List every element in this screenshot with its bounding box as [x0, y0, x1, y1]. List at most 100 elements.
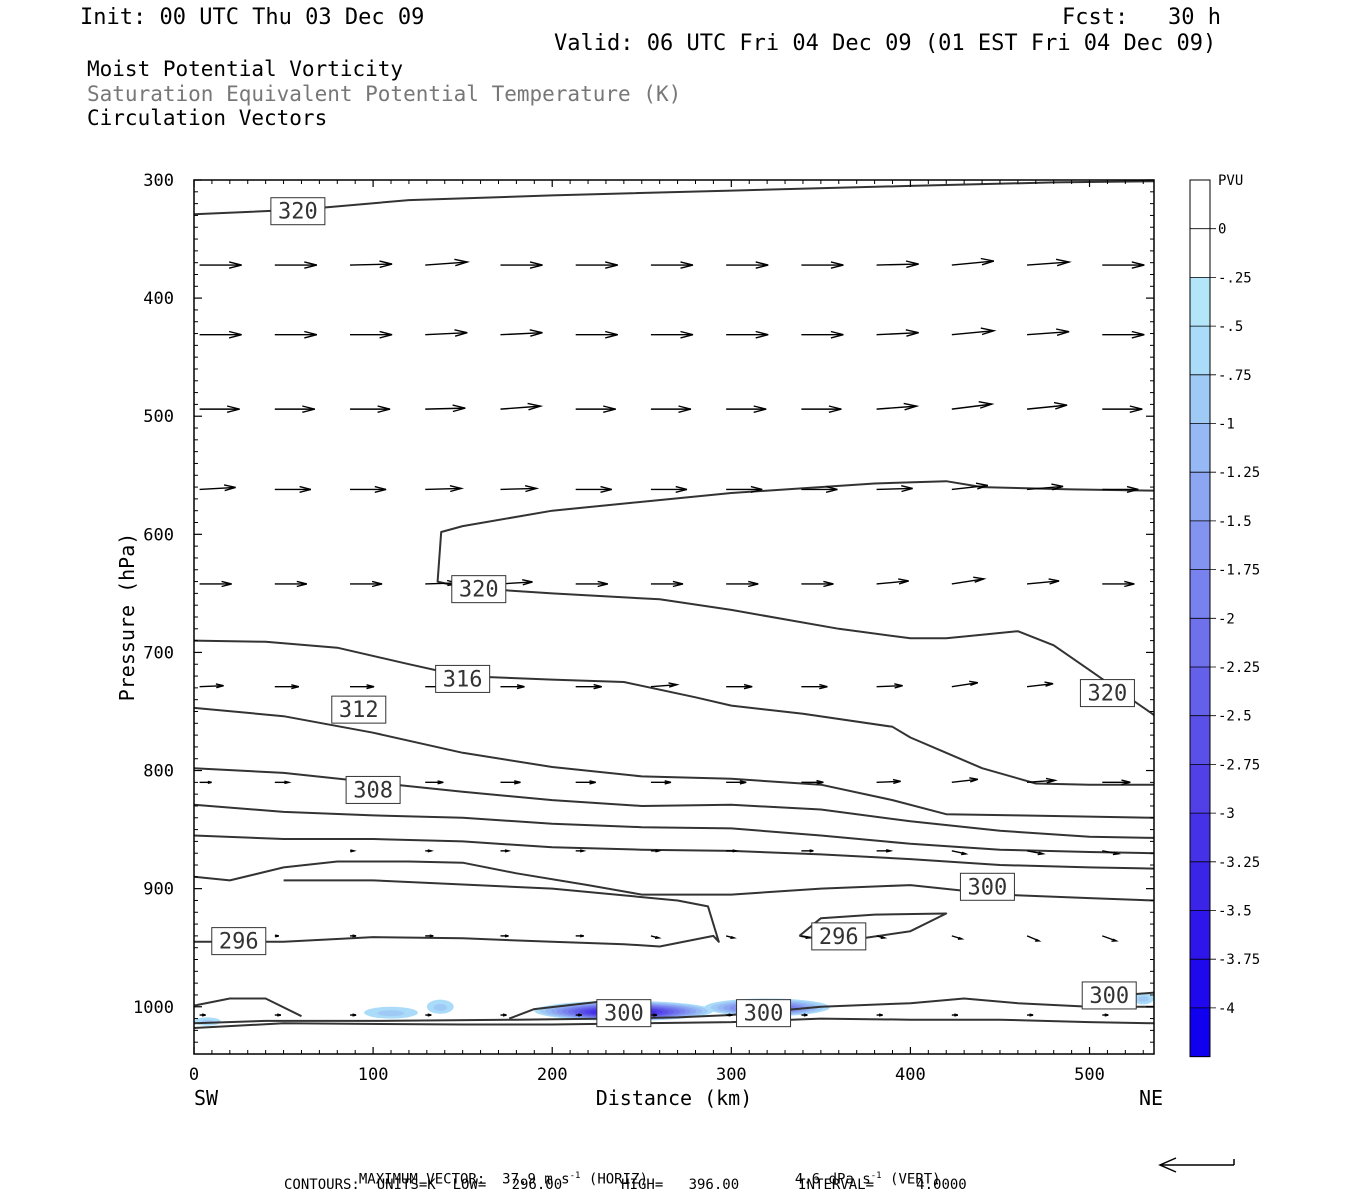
- x-tick-label: 500: [1074, 1065, 1105, 1085]
- colorbar-swatch: [1190, 326, 1210, 376]
- x-end-left: SW: [194, 1086, 219, 1110]
- y-tick-label: 300: [143, 171, 174, 191]
- y-tick-label: 1000: [133, 998, 174, 1018]
- contour-label-box: [736, 999, 792, 1028]
- circulation-vector: [650, 485, 688, 493]
- theta-es-contour: [193, 1017, 1155, 1029]
- contour-label: 296: [819, 925, 859, 950]
- circulation-vector: [274, 330, 317, 339]
- circulation-vector: [500, 1013, 507, 1017]
- circulation-vector: [274, 934, 279, 938]
- circulation-vector: [1102, 850, 1122, 856]
- max-horiz-kind: (HORIZ): [588, 1171, 648, 1188]
- colorbar-label: -.5: [1218, 319, 1243, 335]
- colorbar-swatch: [1190, 813, 1210, 863]
- circulation-vector: [725, 935, 737, 939]
- y-tick-label: 900: [143, 880, 174, 900]
- title-mpv: Moist Potential Vorticity: [87, 57, 404, 81]
- circulation-vector: [876, 260, 919, 269]
- circulation-vector: [951, 680, 979, 688]
- colorbar-label: -1: [1218, 417, 1235, 433]
- circulation-vector: [575, 849, 587, 853]
- title-theta-es: Saturation Equivalent Potential Temperat…: [87, 82, 682, 106]
- contour-label: 300: [1089, 984, 1129, 1009]
- circulation-vector: [951, 850, 969, 856]
- circulation-vector: [801, 485, 838, 493]
- circulation-vector: [575, 485, 612, 493]
- colorbar-swatch: [1190, 715, 1210, 765]
- circulation-vector: [199, 261, 242, 269]
- colorbar-swatch: [1190, 667, 1210, 717]
- max-vert-kind: (VERT): [890, 1171, 941, 1188]
- circulation-vector: [350, 684, 375, 690]
- theta-es-contour: [194, 879, 720, 948]
- pv-shading: [377, 1010, 405, 1017]
- circulation-vector: [350, 580, 383, 588]
- circulation-vector: [500, 329, 543, 337]
- circulation-vector: [876, 329, 919, 337]
- circulation-vector: [500, 849, 512, 853]
- contour-label-box: [596, 999, 652, 1028]
- circulation-vector: [951, 327, 997, 336]
- circulation-vector: [726, 683, 753, 690]
- circulation-vector: [425, 404, 466, 413]
- colorbar-label: -.25: [1218, 270, 1252, 286]
- colorbar-swatch: [1190, 764, 1210, 814]
- circulation-vector: [1026, 483, 1064, 491]
- circulation-vector: [951, 401, 995, 410]
- max-vector-line: MAXIMUM VECTOR: 37.9 m s-1 (HORIZ): [342, 1158, 648, 1187]
- forecast-hour: Fcst: 30 h: [1062, 5, 1221, 30]
- max-horiz-exp: -1: [569, 1171, 581, 1181]
- colorbar-swatch: [1190, 520, 1210, 571]
- colorbar-swatch: [1190, 959, 1210, 1009]
- colorbar-swatch: [1190, 472, 1210, 522]
- contour-label-box: [211, 927, 267, 956]
- theta-es-contour: [193, 803, 1155, 855]
- y-tick-label: 600: [143, 525, 174, 545]
- circulation-vector: [726, 405, 767, 413]
- circulation-vector: [500, 780, 521, 785]
- colorbar-label: -1.75: [1218, 563, 1260, 579]
- circulation-vector: [425, 258, 471, 267]
- circulation-vector: [575, 934, 584, 938]
- colorbar-label: -3.5: [1218, 904, 1252, 920]
- plot-frame: [193, 179, 1155, 1055]
- circulation-vector: [500, 934, 509, 938]
- circulation-vector: [500, 261, 543, 269]
- circulation-vector: [876, 485, 913, 493]
- circulation-vector: [726, 1013, 733, 1017]
- circulation-vector: [1026, 401, 1068, 410]
- circulation-vector: [801, 779, 824, 785]
- title-vectors: Circulation Vectors: [87, 106, 328, 130]
- contour-label: 300: [604, 1002, 644, 1027]
- circulation-vector: [350, 485, 387, 493]
- contour-label-box: [811, 922, 867, 951]
- circulation-vector: [1026, 681, 1054, 688]
- circulation-vector: [425, 1013, 432, 1017]
- circulation-vector: [500, 402, 544, 411]
- contour-label-box: [451, 575, 507, 604]
- circulation-vector: [425, 934, 434, 938]
- circulation-vector: [1026, 850, 1046, 856]
- contour-label: 296: [219, 930, 259, 955]
- contour-label: 320: [459, 578, 499, 603]
- theta-es-contour: [193, 834, 1155, 870]
- circulation-vector: [801, 1013, 808, 1017]
- circulation-vector: [425, 780, 444, 785]
- contour-label-box: [959, 872, 1015, 901]
- circulation-vector: [726, 580, 759, 588]
- circulation-vector: [650, 330, 694, 339]
- circulation-vector: [876, 683, 903, 689]
- colorbar-label: -2.5: [1218, 709, 1252, 725]
- colorbar-swatch: [1190, 228, 1210, 278]
- x-tick-label: 300: [716, 1065, 747, 1085]
- circulation-vector: [1102, 405, 1143, 413]
- circulation-vector: [1027, 1013, 1034, 1017]
- circulation-vector: [1026, 777, 1058, 784]
- circulation-vector: [274, 261, 317, 269]
- circulation-vector: [650, 405, 692, 413]
- colorbar-swatch: [1190, 910, 1210, 960]
- colorbar-swatch: [1190, 1007, 1210, 1058]
- x-tick-label: 0: [189, 1065, 199, 1085]
